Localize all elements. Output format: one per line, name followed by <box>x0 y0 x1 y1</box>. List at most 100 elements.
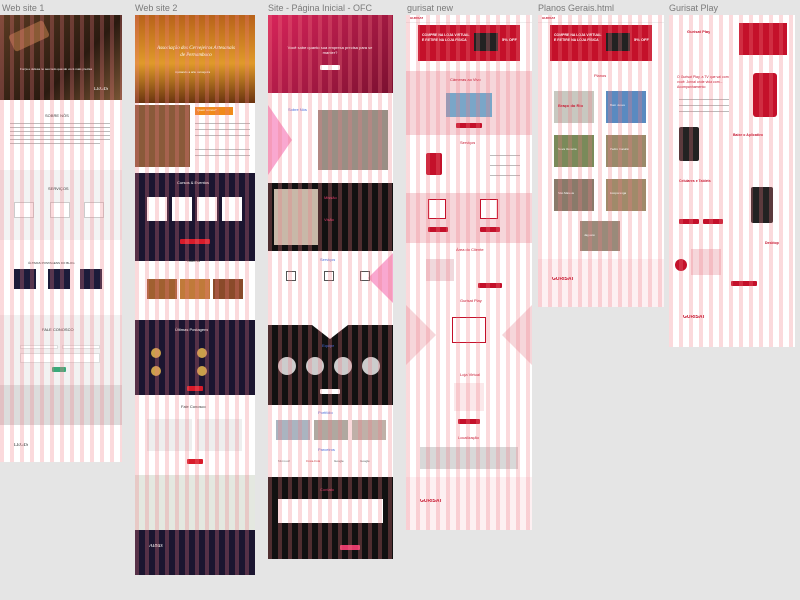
course-card[interactable] <box>147 197 167 221</box>
text-line <box>195 135 250 136</box>
team-member-photo[interactable] <box>278 357 296 375</box>
email-input[interactable] <box>62 345 100 349</box>
mission-section: Missão Visão <box>268 183 393 251</box>
desktop-button[interactable] <box>731 281 757 286</box>
text-line <box>10 143 100 144</box>
hero-title: Associação dos Cervejeiros Artesanais de… <box>157 46 235 58</box>
city-card[interactable]: Ecoporanga <box>606 179 646 211</box>
partner-logo: Google <box>360 459 370 463</box>
city-card[interactable]: Pedro Canário <box>606 135 646 167</box>
gallery-photo[interactable] <box>180 279 210 299</box>
team-member-photo[interactable] <box>334 357 352 375</box>
contact-form[interactable] <box>147 419 192 451</box>
map-section[interactable] <box>0 385 122 425</box>
contact-title: FALE CONOSCO <box>42 327 74 332</box>
gallery-photo[interactable] <box>147 279 177 299</box>
post-thumb[interactable] <box>151 348 161 358</box>
blog-card[interactable] <box>48 269 70 289</box>
contact-title: Fale Conosco <box>181 404 206 409</box>
blog-card[interactable] <box>14 269 36 289</box>
contato-title: Contato <box>320 487 335 492</box>
team-section: Equipe <box>268 325 393 405</box>
gallery-photo[interactable] <box>213 279 243 299</box>
frame-website1[interactable]: Força e defesa no seu lado quando você m… <box>0 15 122 462</box>
text-line <box>490 155 520 156</box>
frame-label-gurisat-new[interactable]: gurisat new <box>407 3 454 13</box>
send-button[interactable] <box>187 459 203 464</box>
frame-gurisat-play[interactable]: Gurisat Play O Gurisat Play, a TV que va… <box>669 15 795 347</box>
frame-label-website1[interactable]: Web site 1 <box>2 3 45 13</box>
team-member-photo[interactable] <box>306 357 324 375</box>
send-button[interactable] <box>340 545 360 550</box>
courses-section: Cursos & Eventos <box>135 173 255 261</box>
cameras-button[interactable] <box>456 123 482 128</box>
equipe-button[interactable] <box>320 389 340 394</box>
posts-button[interactable] <box>187 386 203 391</box>
frame-label-planos-gerais[interactable]: Planos Gerais.html <box>538 3 615 13</box>
map-section[interactable] <box>135 475 255 530</box>
store-button[interactable] <box>679 219 699 224</box>
city-name: Braço do Rio <box>558 103 583 108</box>
post-thumb[interactable] <box>197 348 207 358</box>
pink-triangle-shape <box>268 105 292 175</box>
contact-form[interactable] <box>278 499 383 523</box>
text-line <box>10 139 110 140</box>
partner-logo: Google <box>334 459 344 463</box>
cameras-section: Câmeras ao Vivo <box>406 71 532 135</box>
name-input[interactable] <box>20 345 58 349</box>
service-card[interactable] <box>50 202 70 218</box>
course-card[interactable] <box>197 197 217 221</box>
store-button[interactable] <box>458 419 480 424</box>
map-section[interactable] <box>420 447 518 469</box>
service-card[interactable] <box>14 202 34 218</box>
portfolio-image[interactable] <box>276 420 310 440</box>
service-button[interactable] <box>480 227 500 232</box>
promo-banner[interactable]: COMPRE NA LOJA VIRTUAL E RETIRE NA LOJA … <box>550 25 652 61</box>
cursos-button[interactable] <box>180 239 210 244</box>
blog-card[interactable] <box>80 269 102 289</box>
service-icon <box>286 271 296 281</box>
frame-label-site-ofc[interactable]: Site - Página Inicial - OFC <box>268 3 373 13</box>
send-button[interactable] <box>52 367 66 372</box>
hero-button[interactable] <box>320 65 340 70</box>
pink-triangle-shape <box>502 305 532 365</box>
frame-label-website2[interactable]: Web site 2 <box>135 3 178 13</box>
top-nav: GURISAT <box>538 15 664 23</box>
frame-planos-gerais[interactable]: GURISAT COMPRE NA LOJA VIRTUAL E RETIRE … <box>538 15 664 307</box>
portfolio-image[interactable] <box>314 420 348 440</box>
client-area-button[interactable] <box>478 283 502 288</box>
frame-gurisat-new[interactable]: GURISAT COMPRE NA LOJA VIRTUAL E RETIRE … <box>406 15 532 530</box>
frame-website2[interactable]: Associação dos Cervejeiros Artesanais de… <box>135 15 255 575</box>
course-card[interactable] <box>222 197 242 221</box>
service-card[interactable] <box>84 202 104 218</box>
frame-site-ofc[interactable]: Você sabe quanto sua empresa precisa par… <box>268 15 393 559</box>
live-camera-image[interactable] <box>446 93 492 117</box>
course-card[interactable] <box>172 197 192 221</box>
promo-banner[interactable]: COMPRE NA LOJA VIRTUAL E RETIRE NA LOJA … <box>418 25 520 61</box>
store-button[interactable] <box>703 219 723 224</box>
nav-logo[interactable]: GURISAT <box>542 16 556 20</box>
portfolio-image[interactable] <box>352 420 386 440</box>
hero-subtitle: Apoiando a arte cervejeira <box>175 70 211 74</box>
city-card[interactable]: Nova Venécia <box>554 135 594 167</box>
service-button[interactable] <box>428 227 448 232</box>
nav-logo[interactable]: GURISAT <box>410 16 424 20</box>
servicos-title: Serviços <box>460 140 476 145</box>
city-name: Ecoporanga <box>610 191 627 195</box>
city-card[interactable]: São Mateus <box>554 179 594 211</box>
message-input[interactable] <box>197 419 242 451</box>
portfolio-title: Portfólio <box>318 410 333 415</box>
message-input[interactable] <box>20 353 100 363</box>
brand-logo[interactable]: LEGIS <box>94 87 109 92</box>
footer-logo: GURISAT <box>552 277 575 282</box>
team-member-photo[interactable] <box>362 357 380 375</box>
city-card[interactable]: Bom Jesus <box>606 91 646 123</box>
text-line <box>195 129 250 130</box>
post-thumb[interactable] <box>151 366 161 376</box>
text-line <box>10 131 110 132</box>
frame-label-gurisat-play[interactable]: Gurisat Play <box>669 3 719 13</box>
city-card[interactable]: Jaguaré <box>580 221 620 251</box>
footer-brand: LEGIS <box>14 443 29 448</box>
post-thumb[interactable] <box>197 366 207 376</box>
city-card[interactable]: Braço do Rio <box>554 91 594 123</box>
